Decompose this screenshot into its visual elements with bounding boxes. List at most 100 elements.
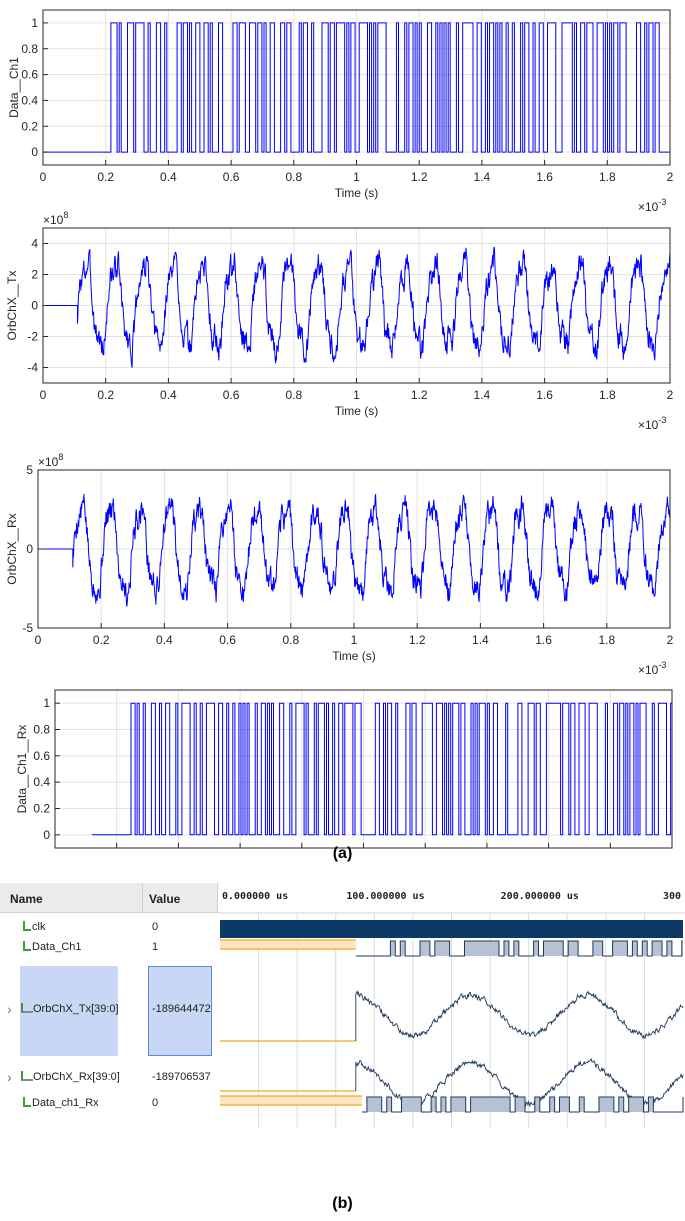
y-tick-label: 0.2: [21, 119, 38, 133]
signal-value: 1: [152, 941, 159, 953]
x-tick-label: 1.2: [411, 388, 428, 402]
chart-1: 0 0.2 0.4 0.6 0.8 1 1.2 1.4 1.6 1.8 2 0 0.2 0.4 0.6 0.8…: [7, 9, 674, 214]
y-tick-label: 0.4: [33, 775, 50, 789]
x-tick-label: 1.4: [474, 170, 491, 184]
signal-value: 0: [152, 1097, 159, 1109]
bit-signal-icon: [23, 941, 31, 951]
y-axis-label: OrbChX__Rx: [5, 513, 19, 584]
signal-name[interactable]: clk: [32, 921, 46, 933]
x-exponent: ×10-3: [638, 660, 666, 677]
x-tick-label: 0.4: [160, 388, 177, 402]
x-tick-label: 0.6: [219, 633, 236, 647]
bit-high-fill: [441, 1097, 446, 1112]
x-tick-label: 1: [353, 170, 360, 184]
x-tick-label: 1.6: [536, 388, 553, 402]
bit-high-fill: [513, 941, 519, 956]
y-tick-label: -2: [27, 330, 38, 344]
bit-high-fill: [390, 941, 396, 956]
bit-high-fill: [648, 1097, 654, 1112]
bit-high-fill: [470, 1097, 511, 1112]
idle-region: [220, 940, 356, 949]
bit-high-fill: [559, 1097, 570, 1112]
y-tick-label: 5: [26, 463, 33, 477]
caption-a: (a): [332, 845, 353, 862]
x-tick-label: 2: [667, 633, 674, 647]
waveform-0: [220, 920, 683, 938]
signal-name[interactable]: OrbChX_Rx[39:0]: [33, 1071, 120, 1083]
signal-name[interactable]: Data_ch1_Rx: [32, 1097, 99, 1109]
y-axis-label: Data__Ch1: [7, 57, 21, 118]
timeline-tick-label: 0.000000 us: [222, 891, 288, 902]
chevron-right-icon[interactable]: ›: [7, 1001, 12, 1017]
waveform-4: [220, 1095, 684, 1113]
bit-high-fill: [420, 941, 430, 956]
y-tick-label: 2: [31, 268, 38, 282]
x-tick-label: 1.8: [598, 633, 615, 647]
y-tick-label: 4: [31, 237, 38, 251]
panel-a-matlab-plots: 0 0.2 0.4 0.6 0.8 1 1.2 1.4 1.6 1.8 2 0 0.2 0.4 0.6 0.8…: [5, 9, 674, 849]
y-tick-label: 0.8: [21, 42, 38, 56]
timeline-tick-label: 300: [663, 891, 681, 902]
chart-2: 0 0.2 0.4 0.6 0.8 1 1.2 1.4 1.6 1.8 2 -4 -2 0 2 4 Time (…: [5, 210, 674, 432]
bit-high-fill: [431, 1097, 437, 1112]
x-exponent: ×10-3: [638, 197, 666, 214]
waveform-1: [220, 939, 683, 957]
bit-high-fill: [642, 941, 648, 956]
y-tick-label: 0.8: [33, 723, 50, 737]
bit-high-fill: [400, 941, 406, 956]
bit-high-fill: [681, 941, 683, 956]
signal-value: -189644472: [152, 1003, 211, 1015]
bit-high-fill: [568, 941, 579, 956]
bit-signal-icon: [23, 921, 31, 931]
x-tick-label: 0.6: [223, 388, 240, 402]
x-tick-label: 0.2: [93, 633, 110, 647]
x-tick-label: 0.8: [282, 633, 299, 647]
signal-name[interactable]: OrbChX_Tx[39:0]: [33, 1003, 119, 1015]
x-axis-label: Time (s): [332, 649, 376, 663]
bit-high-fill: [503, 941, 509, 956]
waveform-viewer: Name Value clk 0 Data_Ch1 1 › OrbChX_Tx[39:0]…: [0, 883, 685, 1183]
chevron-right-icon[interactable]: ›: [7, 1069, 12, 1085]
bus-signal-icon: [21, 1071, 33, 1081]
x-tick-label: 0: [40, 388, 47, 402]
x-tick-label: 1.8: [599, 388, 616, 402]
y-tick-label: 0.2: [33, 802, 50, 816]
x-tick-label: 1.4: [474, 388, 491, 402]
timeline-header: [218, 883, 685, 913]
bit-waveform: [362, 1096, 684, 1113]
idle-region: [220, 1096, 362, 1105]
x-axis-label: Time (s): [335, 186, 379, 200]
x-tick-label: 0.8: [285, 388, 302, 402]
x-tick-label: 1.2: [409, 633, 426, 647]
analog-waveform: [355, 990, 684, 1041]
bit-high-fill: [652, 941, 663, 956]
panel-b-waveform-viewer: 0.000000 us 100.000000 us 200.000000 us 300: [218, 883, 685, 1128]
x-axis-label: Time (s): [335, 404, 379, 418]
bit-high-fill: [666, 941, 672, 956]
bit-high-fill: [534, 1097, 540, 1112]
x-tick-label: 0.4: [156, 633, 173, 647]
series-line: [92, 702, 672, 836]
selected-name-highlight: [20, 966, 118, 1056]
timeline-tick-label: 100.000000 us: [346, 891, 424, 902]
bit-high-fill: [464, 941, 500, 956]
bit-high-fill: [612, 941, 628, 956]
bit-high-fill: [533, 941, 539, 956]
caption-b: (b): [332, 1195, 353, 1212]
bus-signal-icon: [21, 1003, 33, 1013]
y-tick-label: -4: [27, 361, 38, 375]
wv-header-name[interactable]: Name: [0, 883, 143, 913]
bit-high-fill: [549, 1097, 555, 1112]
bit-high-fill: [632, 941, 638, 956]
signal-value: 0: [152, 921, 159, 933]
wv-header-value[interactable]: Value: [143, 883, 218, 913]
bit-high-fill: [579, 1097, 585, 1112]
y-tick-label: 0: [43, 828, 50, 842]
series-line: [38, 493, 671, 607]
y-axis-label: Data__Ch1__Rx: [15, 725, 29, 814]
x-tick-label: 1.6: [536, 170, 553, 184]
signal-name[interactable]: Data_Ch1: [32, 941, 82, 953]
timeline-tick-label: 200.000000 us: [501, 891, 579, 902]
x-tick-label: 0.6: [223, 170, 240, 184]
